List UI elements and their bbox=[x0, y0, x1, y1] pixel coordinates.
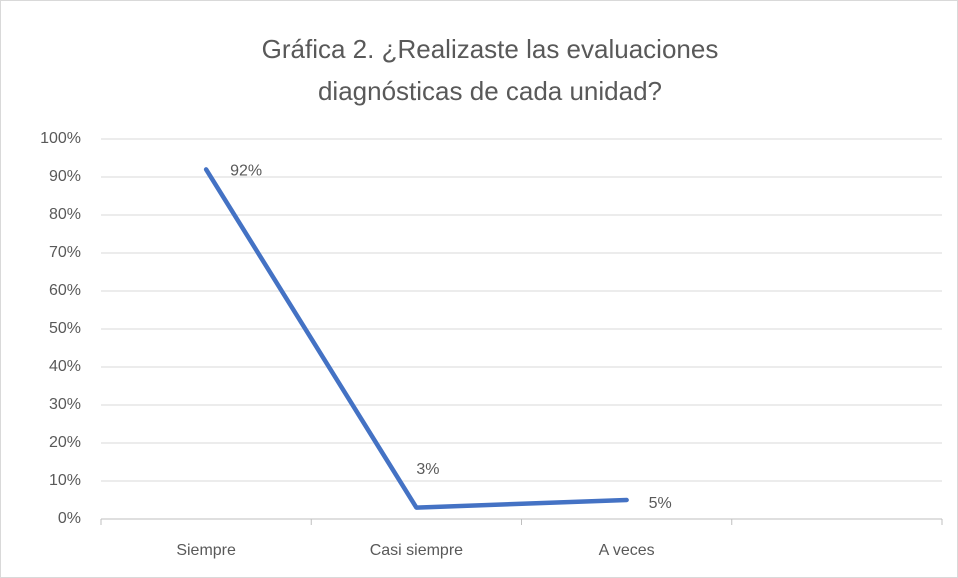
data-label: 5% bbox=[649, 495, 672, 512]
y-tick-label: 20% bbox=[49, 434, 81, 451]
y-tick-label: 90% bbox=[49, 168, 81, 185]
y-tick-label: 50% bbox=[49, 320, 81, 337]
x-tick-label: Casi siempre bbox=[370, 542, 463, 559]
y-tick-label: 80% bbox=[49, 206, 81, 223]
y-tick-label: 10% bbox=[49, 472, 81, 489]
x-tick-label: A veces bbox=[599, 542, 655, 559]
y-tick-label: 100% bbox=[40, 130, 81, 147]
data-label: 3% bbox=[416, 461, 439, 478]
y-tick-label: 40% bbox=[49, 358, 81, 375]
data-label: 92% bbox=[230, 163, 262, 180]
data-line bbox=[203, 167, 629, 510]
y-tick-label: 30% bbox=[49, 396, 81, 413]
x-tick-label: Siempre bbox=[176, 542, 236, 559]
y-tick-label: 70% bbox=[49, 244, 81, 261]
y-tick-label: 60% bbox=[49, 282, 81, 299]
chart-title: Gráfica 2. ¿Realizaste las evaluaciones … bbox=[261, 34, 719, 106]
y-tick-label: 0% bbox=[58, 510, 81, 527]
